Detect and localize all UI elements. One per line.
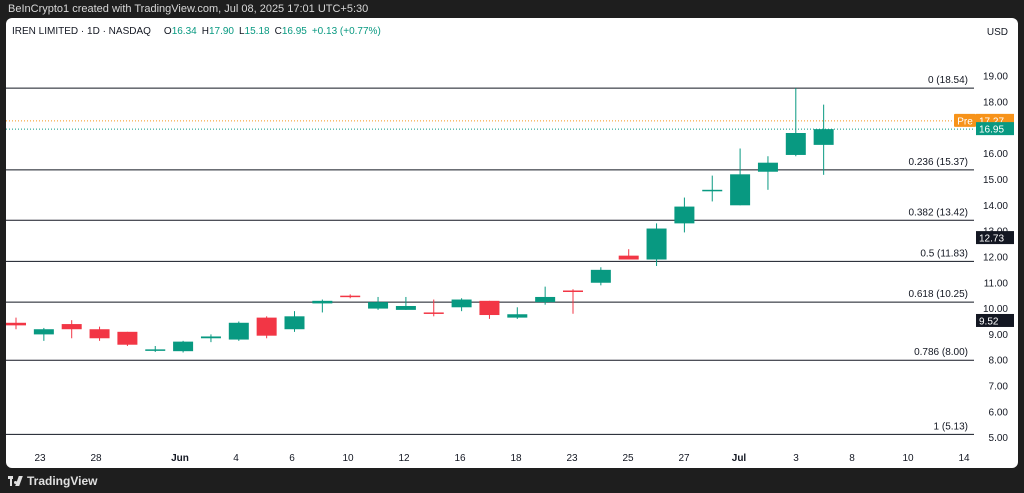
- candle-body: [479, 300, 500, 316]
- x-tick-label: Jul: [732, 453, 747, 464]
- pre-market-tag-value: 17.27: [979, 116, 1004, 127]
- level-12-73-tag-bg: [976, 231, 1014, 245]
- tradingview-footer[interactable]: TradingView: [8, 472, 97, 490]
- symbol-name: IREN LIMITED · 1D · NASDAQ: [12, 26, 151, 37]
- y-tick-label: 7.00: [989, 382, 1009, 393]
- candle-body: [702, 189, 723, 192]
- fib-label: 0.618 (10.25): [909, 289, 969, 300]
- y-tick-label: 19.00: [983, 72, 1008, 83]
- y-tick-label: 10.00: [983, 304, 1008, 315]
- candle-body: [368, 302, 389, 309]
- pre-market-tag-label-bg: [954, 113, 976, 127]
- y-tick-label: 9.00: [989, 330, 1009, 341]
- y-tick-label: 11.00: [984, 278, 1009, 289]
- x-tick-label: 3: [793, 453, 799, 464]
- candle-body: [228, 322, 249, 340]
- candle-body: [340, 295, 361, 298]
- candle-body: [33, 329, 54, 335]
- low-value: 15.18: [244, 26, 270, 37]
- x-tick-label: 18: [510, 453, 522, 464]
- chart-credit: BeInCrypto1 created with TradingView.com…: [8, 3, 369, 15]
- last-price-tag-value: 16.95: [979, 125, 1004, 136]
- candle-body: [284, 316, 305, 330]
- candle-body: [145, 349, 166, 351]
- candle-body: [618, 255, 639, 260]
- x-tick-label: 14: [958, 453, 970, 464]
- y-tick-label: 8.00: [989, 356, 1009, 367]
- candle-body: [757, 162, 778, 172]
- close-value: 16.95: [281, 26, 307, 37]
- y-tick-label: 14.00: [983, 201, 1008, 212]
- candle-body: [507, 314, 528, 318]
- low-label: L: [238, 26, 245, 37]
- open-label: O: [163, 26, 172, 37]
- fib-label: 0.236 (15.37): [909, 157, 969, 168]
- x-tick-label: 23: [566, 453, 578, 464]
- x-tick-label: 6: [289, 453, 295, 464]
- x-tick-label: 4: [233, 453, 239, 464]
- open-value: 16.34: [171, 26, 197, 37]
- y-tick-label: 6.00: [989, 407, 1009, 418]
- candle-body: [563, 290, 583, 293]
- fib-label: 1 (5.13): [934, 421, 968, 432]
- candle-body: [674, 206, 695, 224]
- candle-body: [395, 305, 416, 310]
- fib-label: 0.382 (13.42): [909, 207, 969, 218]
- currency-label: USD: [987, 27, 1008, 38]
- candle-body: [200, 336, 221, 339]
- x-tick-label: Jun: [171, 453, 189, 464]
- y-tick-label: 5.00: [989, 433, 1009, 444]
- candle-body: [451, 299, 472, 308]
- x-tick-label: 10: [342, 453, 354, 464]
- close-label: C: [274, 26, 282, 37]
- fib-label: 0.5 (11.83): [920, 248, 968, 259]
- y-tick-label: 15.00: [983, 175, 1008, 186]
- candle-body: [730, 174, 751, 206]
- x-tick-label: 27: [678, 453, 690, 464]
- tradingview-brand: TradingView: [27, 474, 98, 488]
- y-tick-label: 12.00: [983, 252, 1008, 263]
- last-price-tag-bg: [976, 122, 1014, 136]
- candle-body: [785, 133, 806, 155]
- x-tick-label: 25: [622, 453, 634, 464]
- candle-body: [590, 269, 611, 283]
- candle-body: [646, 228, 667, 260]
- high-label: H: [201, 26, 209, 37]
- candle-body: [256, 317, 277, 336]
- fib-label: 0.786 (8.00): [914, 347, 968, 358]
- candle-body: [89, 329, 110, 339]
- candle-body: [813, 129, 834, 145]
- pre-market-tag-label: Pre: [957, 116, 973, 127]
- level-9-52-tag-bg: [976, 313, 1014, 327]
- chart-frame[interactable]: IREN LIMITED · 1D · NASDAQ O 16.34 H 17.90…: [6, 18, 1018, 468]
- y-tick-label: 16.00: [983, 149, 1008, 160]
- high-value: 17.90: [208, 26, 234, 37]
- x-tick-label: 8: [849, 453, 855, 464]
- candle-body: [312, 300, 333, 304]
- candle-body: [173, 341, 194, 352]
- candlestick-chart[interactable]: USD5.006.007.008.009.0010.0011.0012.0013…: [6, 18, 1018, 468]
- fib-label: 0 (18.54): [928, 75, 968, 86]
- level-12-73-tag-value: 12.73: [979, 234, 1004, 245]
- candle-body: [535, 296, 556, 303]
- candle-body: [6, 322, 26, 326]
- level-9-52-tag-value: 9.52: [979, 316, 999, 327]
- tradingview-logo-icon: [8, 476, 23, 486]
- x-tick-label: 12: [398, 453, 410, 464]
- candle-body: [61, 324, 82, 330]
- x-tick-label: 23: [34, 453, 46, 464]
- y-tick-label: 18.00: [983, 98, 1008, 109]
- candle-body: [423, 312, 444, 314]
- symbol-legend: IREN LIMITED · 1D · NASDAQ O 16.34 H 17.90…: [12, 26, 381, 37]
- x-tick-label: 10: [902, 453, 914, 464]
- x-tick-label: 16: [454, 453, 466, 464]
- x-tick-label: 28: [90, 453, 102, 464]
- candle-body: [117, 331, 138, 345]
- change-value: +0.13 (+0.77%): [311, 26, 381, 37]
